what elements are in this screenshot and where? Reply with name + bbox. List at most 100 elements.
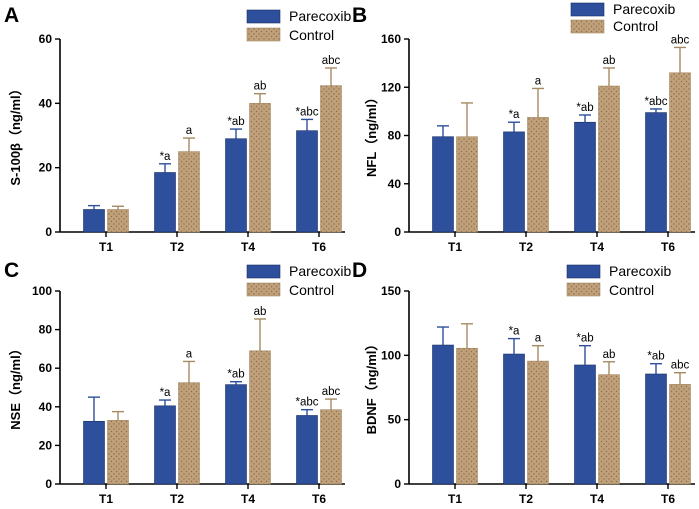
x-tick-label: T4 [590,240,604,254]
bar-control [178,151,200,233]
y-tick-label: 120 [381,80,401,94]
significance-label: abc [322,386,341,398]
bar-parecoxib [296,415,318,485]
significance-label: *a [160,151,171,163]
significance-label: abc [671,360,690,372]
bar-parecoxib [574,364,596,485]
legend-swatch-control [246,27,281,42]
x-tick-label: T1 [99,492,113,506]
significance-label: a [186,125,193,137]
x-tick-label: T2 [170,492,184,506]
y-tick-label: 100 [32,284,52,298]
bar-control [249,103,271,233]
x-tick-label: T2 [519,492,533,506]
bar-control [107,420,129,485]
legend-c: Parecoxib Control [246,263,351,298]
bar-control [598,374,620,485]
significance-label: *abc [644,96,667,108]
bar-control [527,117,549,233]
panel-d: D BDNF（ng/ml） 0 50 100 150 T1 T2 *a a T4 *ab ab T6 *… [352,259,695,506]
significance-label: *ab [227,369,244,381]
legend-swatch-control [246,282,281,297]
panel-letter-a: A [4,4,19,27]
significance-label: *ab [576,102,593,114]
bar-control [249,350,271,485]
legend-a: Parecoxib Control [246,8,351,43]
y-tick-label: 0 [394,477,401,491]
significance-label: ab [254,306,267,318]
significance-label: *abc [295,397,318,409]
bar-control [178,382,200,485]
bar-control [456,136,478,233]
bar-parecoxib [432,136,454,233]
x-tick-label: T1 [99,240,113,254]
x-tick-label: T4 [590,492,604,506]
bar-parecoxib [645,373,667,485]
y-tick-label: 100 [381,348,401,362]
bar-parecoxib [154,405,176,485]
significance-label: *ab [227,116,244,128]
bar-control [669,72,691,233]
bar-parecoxib [225,384,247,485]
y-tick-label: 40 [388,177,402,191]
significance-label: ab [603,55,616,67]
y-tick-label: 50 [388,413,402,427]
significance-label: a [186,348,193,360]
bar-control [107,209,129,233]
legend-d: Parecoxib Control [566,263,671,298]
legend-swatch-control [570,19,605,34]
plot-area-d: 0 50 100 150 T1 T2 *a a T4 *ab ab T6 *ab abc [381,284,695,506]
x-tick-label: T6 [661,240,675,254]
legend-swatch-parecoxib [566,264,601,279]
legend-b: Parecoxib Control [570,1,675,34]
x-tick-label: T1 [448,492,462,506]
panel-b: B NFL（ng/ml） 0 40 80 120 160 T1 T2 *a a T4 *ab ab T6… [352,1,695,254]
bar-parecoxib [574,121,596,233]
bar-parecoxib [432,344,454,485]
bar-parecoxib [503,353,525,485]
y-tick-label: 0 [394,225,401,239]
x-tick-label: T2 [519,240,533,254]
plot-area-a: 0 20 40 60 T1 T2 *a a T4 *ab ab T6 *abc abc [39,32,345,254]
significance-label: a [535,333,542,345]
x-tick-label: T1 [448,240,462,254]
y-tick-label: 20 [39,161,53,175]
significance-label: abc [671,34,690,46]
bar-control [527,360,549,485]
y-tick-label: 40 [39,96,53,110]
bar-control [320,409,342,485]
x-tick-label: T6 [312,492,326,506]
legend-label-control: Control [613,18,658,34]
legend-label-control: Control [289,27,334,43]
significance-label: a [535,75,542,87]
panel-letter-c: C [4,259,19,282]
significance-label: *a [160,387,171,399]
y-axis-label-c: NSE（ng/ml） [8,342,23,429]
bar-parecoxib [225,138,247,233]
plot-area-b: 0 40 80 120 160 T1 T2 *a a T4 *ab ab T6 *abc abc [381,32,695,254]
legend-swatch-control [566,282,601,297]
x-tick-label: T2 [170,240,184,254]
y-tick-label: 150 [381,284,401,298]
y-tick-label: 0 [45,225,52,239]
significance-label: *ab [647,351,664,363]
legend-label-control: Control [609,282,654,298]
panel-letter-d: D [352,259,367,282]
y-tick-label: 60 [39,361,53,375]
significance-label: ab [254,81,267,93]
bar-parecoxib [645,112,667,233]
legend-label-control: Control [289,282,334,298]
legend-label-parecoxib: Parecoxib [289,263,351,279]
x-tick-label: T4 [241,240,255,254]
legend-label-parecoxib: Parecoxib [613,1,675,17]
y-tick-label: 80 [388,129,402,143]
y-tick-label: 80 [39,323,53,337]
legend-swatch-parecoxib [246,9,281,24]
legend-label-parecoxib: Parecoxib [609,263,671,279]
y-axis-label-d: BDNF（ng/ml） [364,338,379,435]
bar-parecoxib [83,209,105,233]
bar-parecoxib [83,420,105,485]
plot-area-c: 0 20 40 60 80 100 T1 T2 *a a T4 *ab ab T6 *abc abc [32,284,345,506]
bar-parecoxib [154,172,176,233]
